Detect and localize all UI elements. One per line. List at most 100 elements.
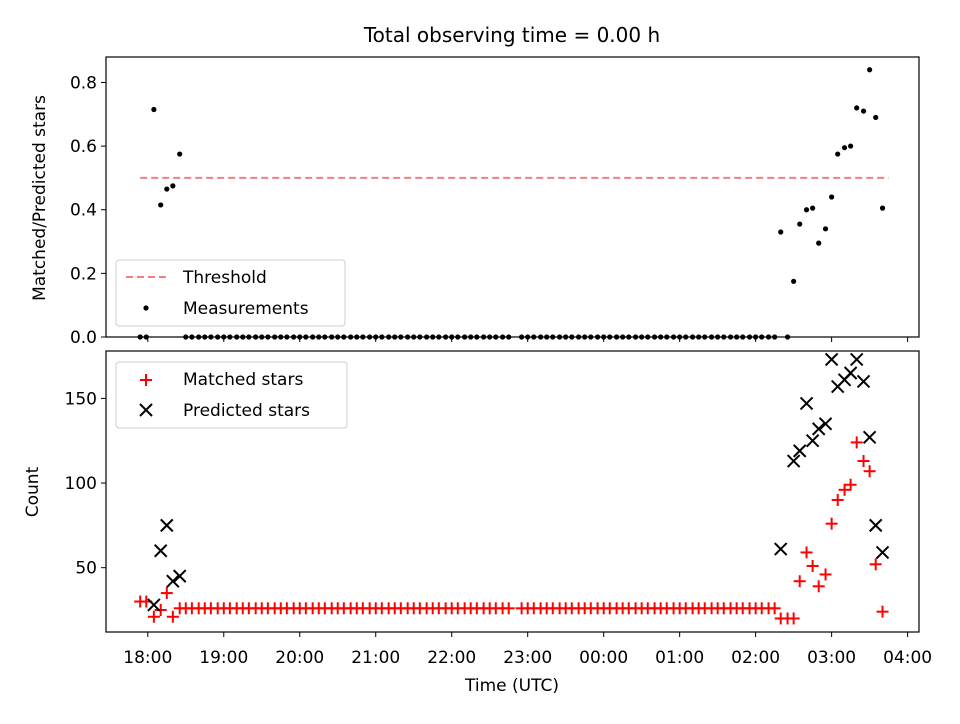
predicted-star-point bbox=[811, 422, 826, 436]
x-tick-label: 18:00 bbox=[123, 648, 172, 668]
predicted-star-point bbox=[147, 598, 161, 612]
predicted-star-point bbox=[843, 366, 858, 380]
ratio-legend: Threshold Measurements bbox=[115, 259, 346, 327]
x-tick-label: 22:00 bbox=[427, 648, 476, 668]
x-tick-label: 03:00 bbox=[807, 648, 856, 668]
measurement-point bbox=[778, 229, 784, 235]
matched-star-point bbox=[825, 517, 838, 530]
x-tick-label: 04:00 bbox=[883, 648, 932, 668]
measurement-point bbox=[158, 202, 164, 208]
predicted-star-point bbox=[786, 454, 801, 468]
measurement-point bbox=[841, 145, 848, 151]
measurement-point bbox=[829, 194, 835, 200]
legend-frame bbox=[115, 259, 346, 327]
matched-star-point bbox=[806, 559, 819, 572]
count-panel: 50 100 150 18:00 19:00 20:00 21:00 22:00 23:00 0… bbox=[23, 350, 932, 696]
matched-star-point bbox=[787, 612, 800, 625]
predicted-star-point bbox=[793, 444, 807, 458]
matched-star-point bbox=[844, 478, 857, 491]
x-tick-label: 02:00 bbox=[731, 648, 780, 668]
measurement-point bbox=[873, 114, 879, 121]
predicted-star-point bbox=[805, 434, 820, 448]
x-tick-label: 01:00 bbox=[655, 648, 704, 668]
measurement-point bbox=[879, 205, 886, 211]
predicted-star-point bbox=[856, 374, 871, 389]
measurement-point bbox=[867, 67, 873, 73]
matched-star-point bbox=[876, 605, 889, 618]
predicted-star-point bbox=[849, 352, 864, 367]
matched-star-point bbox=[812, 580, 825, 593]
predicted-star-point bbox=[160, 518, 174, 533]
predicted-star-point bbox=[172, 569, 187, 583]
matched-star-point bbox=[850, 436, 863, 449]
y-tick-label: 150 bbox=[65, 389, 97, 409]
measurement-point bbox=[803, 207, 810, 213]
x-tick-label: 19:00 bbox=[199, 648, 248, 668]
ratio-y-axis-label: Matched/Predicted stars bbox=[30, 95, 50, 301]
y-tick-label: 0.4 bbox=[70, 201, 97, 221]
predicted-star-point bbox=[153, 544, 168, 558]
matched-star-point bbox=[838, 483, 851, 496]
predicted-star-point bbox=[774, 542, 788, 556]
legend-threshold-label: Threshold bbox=[182, 268, 267, 288]
matched-star-point bbox=[800, 546, 813, 559]
ratio-y-ticks: 0.0 0.2 0.4 0.6 0.8 bbox=[70, 73, 106, 348]
matched-star-point bbox=[166, 610, 179, 623]
predicted-star-point bbox=[818, 417, 833, 431]
measurement-point bbox=[835, 151, 841, 157]
ratio-panel: 0.00.20.40.60.8 Matched/Predicted stars … bbox=[30, 56, 920, 348]
chart-title: Total observing time = 0.00 h bbox=[363, 23, 660, 47]
legend-predicted-label: Predicted stars bbox=[183, 401, 310, 421]
y-tick-label: 100 bbox=[65, 474, 97, 494]
matched-star-point bbox=[768, 602, 781, 615]
matched-star-point bbox=[147, 610, 160, 623]
matched-star-point bbox=[831, 493, 844, 506]
predicted-star-point bbox=[862, 430, 877, 445]
legend-matched-swatch bbox=[140, 374, 152, 386]
measurement-point bbox=[848, 143, 854, 149]
y-tick-label: 0.2 bbox=[70, 264, 97, 284]
count-legend: Matched stars Predicted stars bbox=[115, 361, 348, 429]
matched-star-point bbox=[857, 455, 870, 468]
measurement-point bbox=[854, 105, 860, 111]
measurement-point bbox=[151, 106, 157, 113]
measurement-point bbox=[177, 151, 183, 157]
predicted-star-point bbox=[166, 574, 180, 588]
legend-predicted-swatch bbox=[139, 403, 153, 417]
matched-star-point bbox=[502, 602, 515, 615]
legend-matched-label: Matched stars bbox=[183, 370, 303, 390]
measurement-point bbox=[797, 221, 803, 227]
measurement-point bbox=[810, 205, 816, 211]
measurement-point bbox=[822, 226, 829, 232]
matched-star-point bbox=[793, 575, 806, 588]
x-tick-label: 20:00 bbox=[275, 648, 324, 668]
measurement-point bbox=[860, 108, 867, 114]
count-y-ticks: 50 100 150 bbox=[65, 389, 106, 579]
matched-star-point bbox=[863, 465, 876, 478]
count-x-ticks: 18:00 19:00 20:00 21:00 22:00 23:00 00:00 01:00… bbox=[123, 632, 932, 668]
y-tick-label: 0.8 bbox=[70, 73, 97, 93]
legend-frame bbox=[115, 361, 348, 429]
matched-star-point bbox=[819, 568, 832, 581]
predicted-star-point bbox=[824, 352, 839, 367]
y-tick-label: 0.0 bbox=[70, 328, 97, 348]
count-marks bbox=[134, 352, 890, 625]
matched-star-point bbox=[869, 558, 882, 571]
count-y-axis-label: Count bbox=[23, 466, 43, 517]
predicted-star-point bbox=[875, 545, 890, 560]
predicted-star-point bbox=[799, 396, 814, 411]
measurement-point bbox=[816, 240, 822, 246]
legend-measurements-label: Measurements bbox=[183, 299, 309, 319]
predicted-star-point bbox=[868, 518, 883, 533]
y-tick-label: 50 bbox=[75, 559, 97, 579]
matched-star-point bbox=[160, 587, 173, 600]
ratio-x-ticks bbox=[147, 337, 909, 342]
x-tick-label: 23:00 bbox=[503, 648, 552, 668]
x-tick-label: 21:00 bbox=[351, 648, 400, 668]
count-axes-frame bbox=[105, 350, 920, 633]
measurement-point bbox=[791, 278, 797, 284]
measurement-point bbox=[170, 183, 176, 189]
x-tick-label: 00:00 bbox=[579, 648, 628, 668]
matched-star-point bbox=[154, 603, 167, 616]
